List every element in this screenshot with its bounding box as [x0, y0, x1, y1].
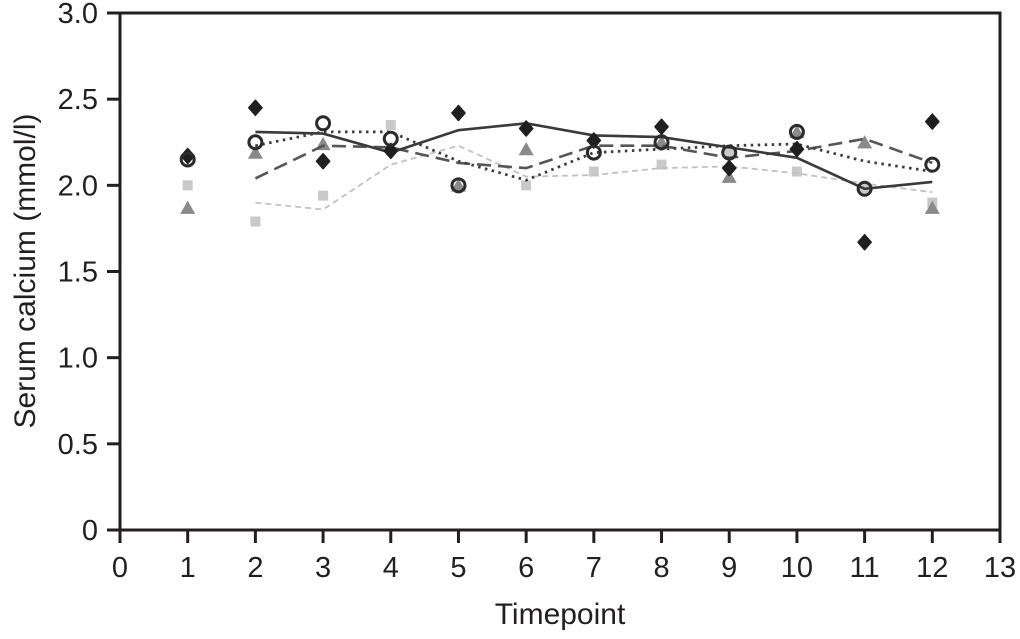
square-marker [791, 166, 802, 177]
circle-marker [585, 144, 602, 161]
diamond-marker [654, 118, 669, 135]
y-tick-label: 0 [82, 515, 98, 547]
y-tick-label: 3.0 [58, 0, 98, 30]
x-tick-label: 13 [984, 552, 1016, 584]
circle-marker [247, 134, 264, 151]
circle-marker [382, 130, 399, 147]
x-tick-label: 7 [586, 552, 602, 584]
diamond-marker [248, 99, 263, 117]
diamond-marker [789, 140, 805, 158]
x-tick-label: 6 [518, 552, 534, 584]
square-marker [318, 190, 329, 201]
triangle-marker [518, 142, 534, 156]
circle-marker [179, 151, 196, 168]
dashed-line [254, 137, 933, 180]
x-tick-label: 10 [781, 552, 813, 584]
square-marker [724, 147, 735, 158]
circle-marker [788, 123, 805, 140]
x-tick-label: 0 [112, 552, 128, 584]
diamond-marker [857, 233, 872, 251]
triangle-marker [857, 135, 873, 149]
x-tick-label: 11 [850, 552, 880, 584]
x-tick-label: 2 [247, 552, 263, 584]
y-tick-label: 1.5 [58, 257, 98, 289]
diamond-marker [721, 159, 737, 177]
x-axis-title: Timepoint [494, 598, 626, 631]
circle-marker [924, 156, 941, 173]
triangle-marker [180, 200, 196, 214]
diamond-marker [586, 132, 602, 149]
y-tick-label: 1.0 [58, 343, 98, 375]
y-axis-title: Serum calcium (mmol/l) [9, 113, 42, 429]
y-tick-label: 2.0 [58, 170, 98, 202]
circle-marker [721, 144, 738, 161]
dotted-line [255, 130, 933, 182]
diamond-marker [451, 104, 466, 122]
diamond-marker [315, 152, 331, 170]
square-marker [250, 216, 261, 227]
x-tick-label: 9 [721, 552, 737, 584]
triangle-marker [450, 178, 466, 192]
circle-marker [856, 180, 873, 197]
axis-frame [118, 11, 1002, 532]
x-tick-label: 3 [315, 552, 331, 584]
square-marker [385, 120, 396, 131]
x-tick-label: 4 [383, 552, 399, 584]
y-tick-label: 0.5 [58, 429, 98, 461]
x-tick-label: 12 [916, 552, 948, 584]
diamond-marker [383, 142, 399, 160]
triangle-marker [247, 145, 263, 159]
triangle-marker [924, 200, 940, 214]
circle-marker [450, 177, 467, 194]
x-tick-label: 5 [450, 552, 466, 584]
x-tick-label: 1 [180, 552, 196, 584]
square-marker [656, 159, 667, 170]
circle-marker [653, 134, 670, 151]
square-marker [588, 166, 599, 177]
square-marker [521, 180, 532, 191]
diamond-marker [518, 120, 534, 137]
circle-marker [315, 115, 332, 132]
triangle-marker [789, 124, 805, 139]
square-marker [182, 180, 193, 191]
diamond-marker [924, 113, 940, 130]
y-tick-label: 2.5 [58, 84, 98, 116]
x-tick-label: 8 [653, 552, 669, 584]
light-dashed-line [255, 144, 933, 211]
